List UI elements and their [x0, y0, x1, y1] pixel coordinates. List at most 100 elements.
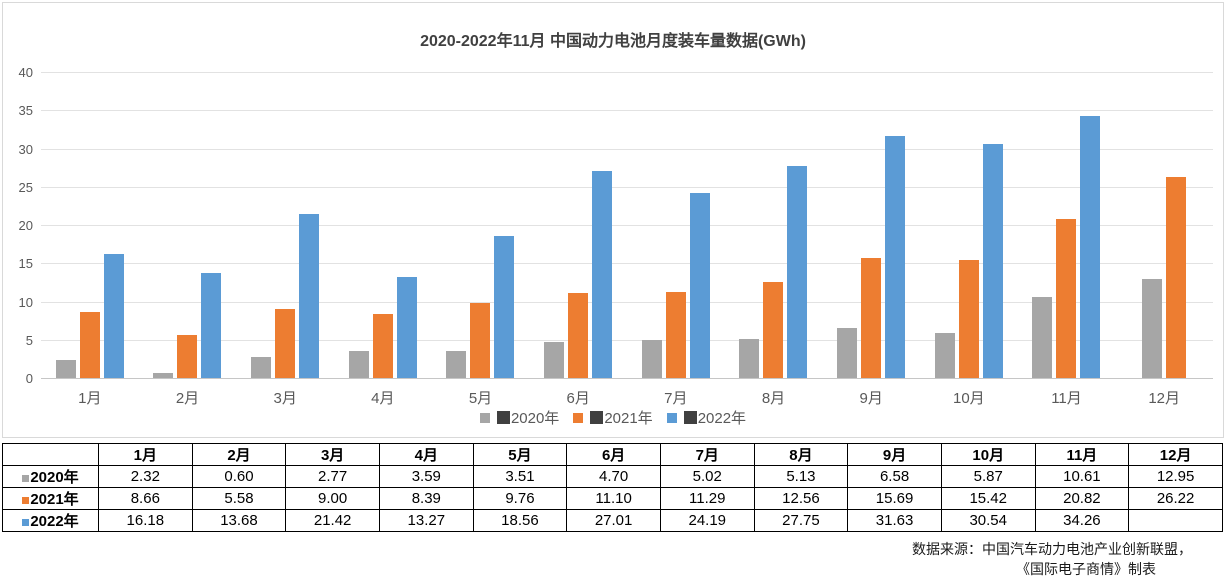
bar-2022年-11月 [1080, 115, 1101, 378]
table-value-cell: 13.27 [378, 509, 474, 532]
bar-2022年-10月 [982, 144, 1003, 378]
table-value-cell: 24.19 [659, 509, 755, 532]
x-axis-label: 1月 [78, 390, 102, 407]
x-axis-label: 11月 [1051, 390, 1082, 407]
y-axis-tick-label: 25 [18, 179, 33, 195]
table-value-cell: 9.00 [285, 487, 380, 510]
bar-2021年-5月 [470, 303, 491, 378]
bar-2022年-2月 [201, 273, 222, 378]
x-axis-line [41, 378, 1213, 379]
bar-group [41, 72, 139, 378]
bar-2020年-8月 [739, 338, 760, 378]
bar-group [236, 72, 334, 378]
bar-2021年-10月 [958, 260, 979, 378]
table-value-cell: 5.87 [940, 465, 1036, 488]
legend-item: 2021年 [573, 407, 653, 428]
bar-group [139, 72, 237, 378]
bar-2021年-3月 [275, 309, 296, 378]
legend-label: 2022年 [697, 410, 747, 427]
bar-group [822, 72, 920, 378]
table-value-cell: 12.56 [753, 487, 849, 510]
table-value-cell: 12.95 [1128, 465, 1223, 488]
x-axis-label: 3月 [273, 390, 297, 407]
x-axis-label: 10月 [952, 390, 985, 407]
bar-group [725, 72, 823, 378]
bar-2021年-2月 [177, 335, 198, 378]
row-series-marker [22, 519, 30, 526]
table-header-cell: 1月 [98, 443, 193, 466]
y-axis-tick-label: 35 [18, 103, 33, 119]
gridline [41, 72, 1213, 73]
legend-label: 2021年 [604, 410, 653, 427]
legend-label: 2020年 [510, 410, 560, 427]
table-value-cell: 15.69 [847, 487, 942, 510]
y-axis-tick-label: 0 [25, 371, 33, 386]
battery-installation-chart: 2020-2022年11月 中国动力电池月度装车量数据(GWh) 0 5 10 15 2… [2, 2, 1224, 438]
table-value-cell: 11.29 [659, 487, 755, 510]
bar-2022年-9月 [885, 136, 906, 378]
bar-2021年-1月 [79, 311, 100, 378]
row-series-marker [22, 475, 30, 482]
table-value-cell: 5.58 [191, 487, 287, 510]
bar-2020年-7月 [641, 339, 662, 378]
bar-2021年-7月 [665, 291, 686, 378]
table-header-cell: 5月 [472, 443, 568, 466]
bar-2022年-3月 [299, 214, 320, 378]
row-label-cell: 2021年 [2, 487, 99, 510]
bar-group [1115, 72, 1213, 378]
y-axis-tick-label: 5 [25, 332, 33, 348]
bar-2020年-9月 [837, 327, 858, 378]
table-value-cell: 2.32 [98, 465, 193, 488]
table-value-cell: 9.76 [472, 487, 568, 510]
table-value-cell: 2.77 [285, 465, 380, 488]
table-value-cell: 3.59 [378, 465, 474, 488]
y-axis-tick-label: 40 [18, 65, 33, 80]
legend-series-marker [479, 412, 490, 423]
bar-2021年-9月 [861, 257, 882, 378]
table-header-cell: 9月 [847, 443, 942, 466]
legend-series-marker [666, 412, 677, 423]
table-row: 2021年 8.66 5.58 9.00 8.39 9.76 11.10 11.29 12.56… [2, 487, 1223, 510]
row-label-text: 2021年 [30, 491, 79, 508]
y-axis-tick-label: 20 [18, 218, 33, 233]
gridline [41, 110, 1213, 112]
table-value-cell: 27.01 [566, 509, 661, 532]
table-value-cell: 5.02 [659, 465, 755, 488]
bar-group [920, 72, 1018, 378]
table-header-cell: 4月 [378, 443, 474, 466]
x-axis-label: 9月 [859, 390, 883, 407]
x-axis-label: 2月 [175, 390, 200, 407]
row-label-cell: 2022年 [2, 509, 99, 532]
legend-item: 2022年 [666, 407, 747, 428]
bar-2020年-2月 [153, 373, 174, 378]
x-axis-label: 4月 [371, 390, 395, 407]
row-label-text: 2020年 [30, 469, 79, 486]
table-value-cell: 11.10 [566, 487, 661, 510]
table-value-cell: 15.42 [940, 487, 1036, 510]
data-source: 数据来源：中国汽车动力电池产业创新联盟， 《国际电子商情》制表 [0, 539, 1226, 579]
table-header-cell: 2月 [191, 443, 287, 466]
table-header-cell: 8月 [753, 443, 849, 466]
table-value-cell: 34.26 [1034, 509, 1130, 532]
bar-2020年-4月 [348, 350, 369, 378]
x-axis-label: 12月 [1148, 390, 1180, 407]
gridline [41, 225, 1213, 226]
table-value-cell: 27.75 [753, 509, 849, 532]
table-row: 2022年 16.18 13.68 21.42 13.27 18.56 27.01 24.19… [2, 509, 1223, 532]
table-value-cell: 8.39 [378, 487, 474, 510]
row-label-text: 2022年 [30, 513, 79, 530]
x-axis-label: 8月 [761, 390, 786, 407]
bar-2022年-7月 [689, 192, 710, 378]
source-line-1: 数据来源：中国汽车动力电池产业创新联盟， [912, 541, 1192, 557]
gridline [41, 339, 1213, 341]
bar-group [1018, 72, 1116, 378]
gridline [41, 263, 1213, 265]
legend-dark-marker [590, 411, 604, 424]
table-header-cell: 7月 [659, 443, 755, 466]
bar-2020年-1月 [55, 360, 76, 378]
row-label-cell: 2020年 [2, 465, 99, 488]
bar-group [627, 72, 725, 378]
bar-2022年-4月 [396, 276, 417, 378]
x-axis-label: 5月 [468, 390, 493, 407]
